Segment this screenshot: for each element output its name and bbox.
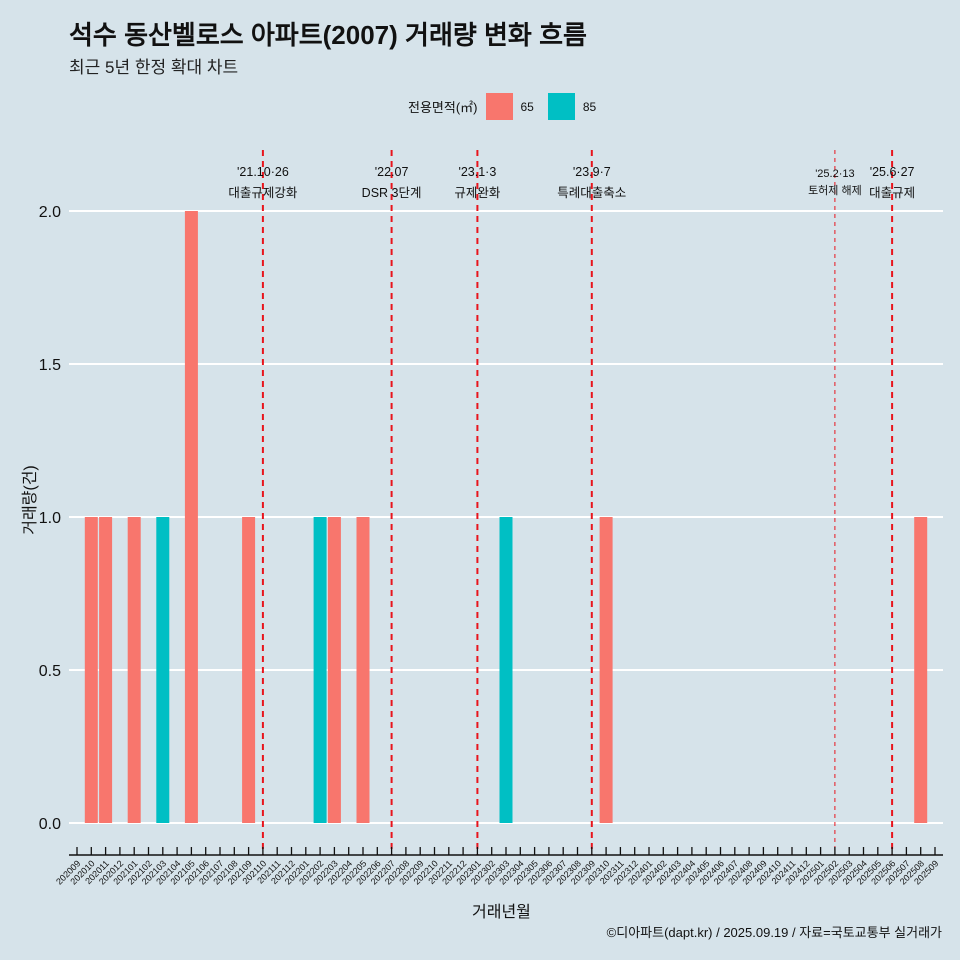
- event-date: '23.9·7: [573, 165, 611, 179]
- event-date: '21.10·26: [237, 165, 289, 179]
- chart-title: 석수 동산벨로스 아파트(2007) 거래량 변화 흐름: [69, 20, 587, 50]
- bar-65-202101: [127, 517, 141, 823]
- legend: 전용면적(㎡) 65 85: [408, 93, 610, 120]
- bar-85-202202: [313, 517, 327, 823]
- event-date: '22.07: [375, 165, 409, 179]
- event-label: 대출규제강화: [228, 186, 298, 200]
- bar-85-202103: [156, 517, 170, 823]
- legend-title: 전용면적(㎡): [408, 100, 478, 115]
- event-label: 대출규제: [869, 186, 915, 200]
- event-label: 토허제 해제: [808, 183, 862, 197]
- event-label: 특례대출축소: [557, 186, 626, 200]
- chart-subtitle: 최근 5년 한정 확대 차트: [69, 58, 239, 77]
- event-date: '23.1·3: [458, 165, 496, 179]
- event-label: DSR 3단계: [362, 186, 422, 200]
- bar-85-202303: [499, 517, 513, 823]
- y-tick-label: 1.5: [39, 357, 61, 374]
- y-tick-label: 1.0: [39, 510, 61, 527]
- bar-65-202508: [914, 517, 928, 823]
- y-tick-label: 0.0: [39, 816, 61, 833]
- legend-key-65: [485, 93, 513, 120]
- bar-65-202011: [99, 517, 113, 823]
- event-date: '25.2·13: [815, 168, 854, 180]
- bar-65-202105: [184, 211, 198, 823]
- event-label: 규제완화: [454, 186, 501, 200]
- y-tick-label: 2.0: [39, 204, 61, 221]
- bar-65-202205: [356, 517, 370, 823]
- caption: ©디아파트(dapt.kr) / 2025.09.19 / 자료=국토교통부 실…: [606, 925, 942, 940]
- legend-key-85: [547, 93, 575, 120]
- legend-label-65: 65: [520, 99, 534, 114]
- bar-65-202010: [84, 517, 98, 823]
- legend-label-85: 85: [582, 99, 597, 114]
- bar-65-202310: [599, 517, 613, 823]
- y-axis-title: 거래량(건): [22, 465, 39, 535]
- bar-65-202109: [242, 517, 256, 823]
- bar-65-202203: [327, 517, 341, 823]
- event-date: '25.6·27: [870, 165, 915, 179]
- y-tick-label: 0.5: [39, 663, 61, 680]
- x-axis-title: 거래년월: [472, 904, 531, 921]
